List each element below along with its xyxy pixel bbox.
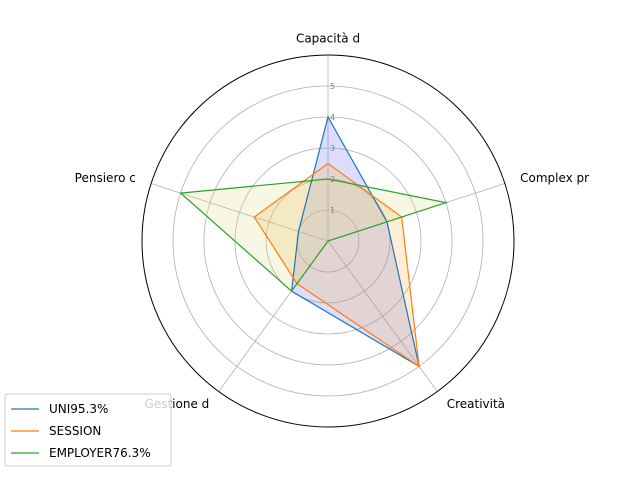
legend-label-3: EMPLOYER76.3% bbox=[49, 446, 151, 460]
tick-label-5: 5 bbox=[330, 82, 335, 91]
tick-label-2: 2 bbox=[330, 175, 335, 184]
series-fills bbox=[180, 117, 446, 367]
tick-label-3: 3 bbox=[330, 144, 335, 153]
tick-label-1: 1 bbox=[330, 206, 335, 215]
series-line-2 bbox=[253, 162, 420, 368]
outer-ring bbox=[141, 54, 515, 428]
axis-label-3: Creatività bbox=[447, 397, 505, 411]
legend: UNI95.3% SESSION EMPLOYER76.3% bbox=[4, 393, 172, 467]
radial-tick-labels: 1 2 3 4 5 bbox=[330, 82, 335, 215]
legend-label-2: SESSION bbox=[49, 424, 101, 438]
series-lines bbox=[179, 115, 449, 368]
legend-box bbox=[4, 393, 172, 467]
series-line-3 bbox=[179, 178, 449, 293]
series-line-1 bbox=[290, 115, 420, 368]
series-fill-3 bbox=[180, 179, 446, 292]
tick-label-4: 4 bbox=[330, 113, 335, 122]
axis-label-1: Capacità d bbox=[296, 32, 360, 46]
series-fill-2 bbox=[254, 163, 420, 367]
axis-label-5: Pensiero c bbox=[75, 171, 136, 185]
legend-label-1: UNI95.3% bbox=[49, 402, 108, 416]
axis-label-2: Complex pr bbox=[520, 171, 589, 185]
